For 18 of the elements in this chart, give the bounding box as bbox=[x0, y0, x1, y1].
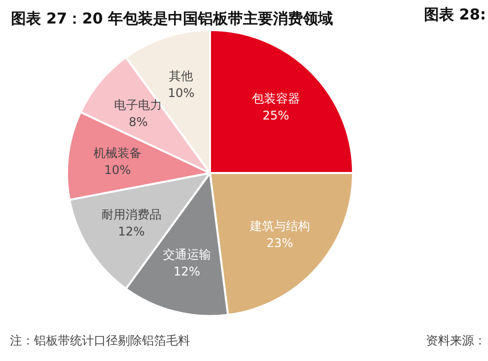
slice-label: 耐用消费品 bbox=[101, 207, 162, 222]
data-label: 10% bbox=[104, 162, 131, 177]
slice-label: 包装容器 bbox=[252, 92, 300, 106]
data-label: 12% bbox=[118, 224, 145, 238]
data-label: 8% bbox=[128, 115, 148, 130]
data-label: 25% bbox=[262, 108, 290, 123]
chart-title: 图表 27：20 年包装是中国铝板带主要消费领域 bbox=[11, 10, 334, 28]
text: 图表 28: bbox=[424, 6, 486, 24]
data-label: 10% bbox=[168, 86, 195, 100]
text: 资料来源： bbox=[426, 334, 486, 348]
slice-label: 机械装备 bbox=[94, 146, 142, 160]
slice-label: 建筑与结构 bbox=[248, 219, 310, 234]
slice-label: 电子电力 bbox=[114, 98, 162, 112]
slice-label: 交通运输 bbox=[162, 248, 211, 262]
slice-label: 其他 bbox=[169, 68, 194, 83]
data-label: 23% bbox=[266, 236, 294, 250]
data-label: 12% bbox=[174, 264, 200, 279]
text: 注：铝板带统计口径剔除铝箔毛料 bbox=[10, 334, 190, 348]
